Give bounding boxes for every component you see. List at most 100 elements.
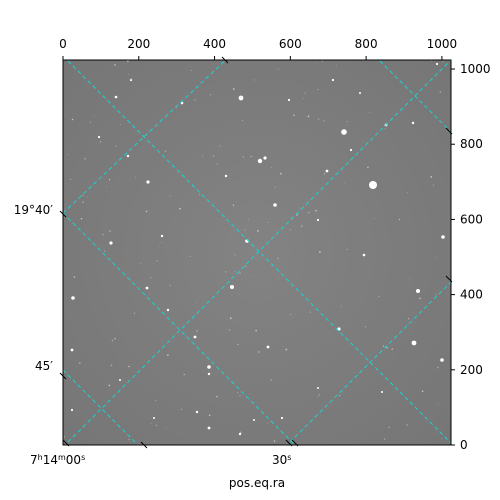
faint-star: [190, 70, 192, 72]
faint-star: [252, 275, 254, 277]
top-tick-label: 600: [279, 37, 302, 51]
grid-line: [286, 281, 451, 445]
faint-star: [442, 61, 444, 63]
star: [253, 419, 255, 421]
grid-line: [64, 60, 451, 445]
star: [349, 148, 353, 152]
faint-star: [307, 115, 310, 118]
top-tick-label: 0: [59, 37, 67, 51]
star: [224, 174, 228, 178]
faint-star: [293, 114, 295, 116]
top-tick-label: 800: [355, 37, 378, 51]
faint-star: [270, 166, 272, 168]
faint-star: [209, 94, 212, 96]
faint-star: [318, 394, 320, 396]
faint-star: [408, 318, 410, 320]
faint-star: [322, 60, 324, 62]
faint-star: [108, 384, 111, 387]
top-pixel-axis: 0 200 400 600 800 1000: [59, 37, 457, 60]
faint-star: [158, 245, 160, 247]
dec-label-45: 45′: [35, 359, 53, 373]
faint-star: [378, 295, 380, 298]
star: [257, 158, 263, 164]
faint-star: [278, 277, 280, 279]
faint-star: [435, 293, 437, 296]
star: [325, 169, 329, 173]
faint-star: [257, 230, 259, 232]
faint-star: [128, 365, 130, 368]
faint-star: [248, 219, 249, 221]
faint-star: [82, 194, 84, 196]
faint-star: [335, 65, 337, 67]
top-tick-label: 1000: [427, 37, 458, 51]
faint-star: [73, 276, 76, 278]
faint-star: [317, 88, 319, 91]
star: [195, 410, 199, 414]
faint-star: [441, 438, 443, 440]
star: [341, 129, 347, 135]
faint-star: [180, 408, 183, 411]
faint-star: [154, 399, 157, 402]
faint-star: [103, 250, 106, 252]
faint-star: [244, 229, 246, 231]
faint-star: [383, 438, 386, 440]
faint-star: [319, 251, 321, 253]
star: [153, 417, 155, 419]
star: [440, 358, 444, 362]
faint-star: [307, 211, 310, 214]
star: [146, 180, 150, 184]
faint-star: [239, 395, 241, 397]
star: [193, 335, 197, 339]
faint-star: [99, 140, 102, 143]
right-tick-label: 800: [460, 137, 483, 151]
star: [70, 408, 74, 412]
faint-star: [242, 156, 245, 158]
faint-star: [274, 186, 276, 188]
faint-star: [89, 121, 91, 123]
faint-star: [430, 176, 433, 178]
star: [238, 432, 242, 436]
faint-star: [108, 178, 111, 181]
faint-star: [301, 225, 303, 227]
star: [287, 98, 291, 102]
faint-star: [245, 265, 247, 267]
faint-star: [176, 107, 178, 109]
star: [109, 241, 113, 245]
faint-star: [250, 155, 252, 158]
plot-frame: [62, 59, 452, 446]
faint-star: [67, 154, 69, 155]
star: [411, 340, 417, 346]
star: [97, 135, 101, 139]
faint-star: [150, 276, 152, 279]
faint-star: [110, 364, 113, 367]
star: [273, 203, 277, 207]
faint-star: [255, 329, 257, 332]
star: [238, 95, 244, 101]
faint-star: [160, 242, 162, 243]
star: [416, 289, 420, 293]
faint-star: [228, 329, 231, 331]
top-tick-label: 400: [203, 37, 226, 51]
faint-star: [120, 123, 122, 126]
faint-star: [317, 118, 320, 121]
faint-star: [196, 330, 198, 332]
ra-label-1400: 7h14m00s: [30, 453, 85, 467]
star: [145, 286, 149, 290]
right-tick-label: 400: [460, 288, 483, 302]
star: [280, 416, 284, 420]
star: [317, 387, 319, 389]
faint-star: [69, 178, 72, 181]
faint-star: [236, 391, 239, 394]
faint-star: [213, 155, 215, 157]
faint-star: [386, 346, 388, 349]
faint-star: [384, 128, 386, 130]
faint-star: [239, 272, 241, 274]
grid-line: [63, 60, 227, 214]
faint-star: [63, 435, 66, 438]
right-tick-label: 600: [460, 212, 483, 226]
ra-label-30: 30s: [272, 453, 291, 467]
faint-star: [216, 168, 218, 170]
faint-star: [208, 414, 211, 416]
right-tick-label: 1000: [460, 62, 491, 76]
